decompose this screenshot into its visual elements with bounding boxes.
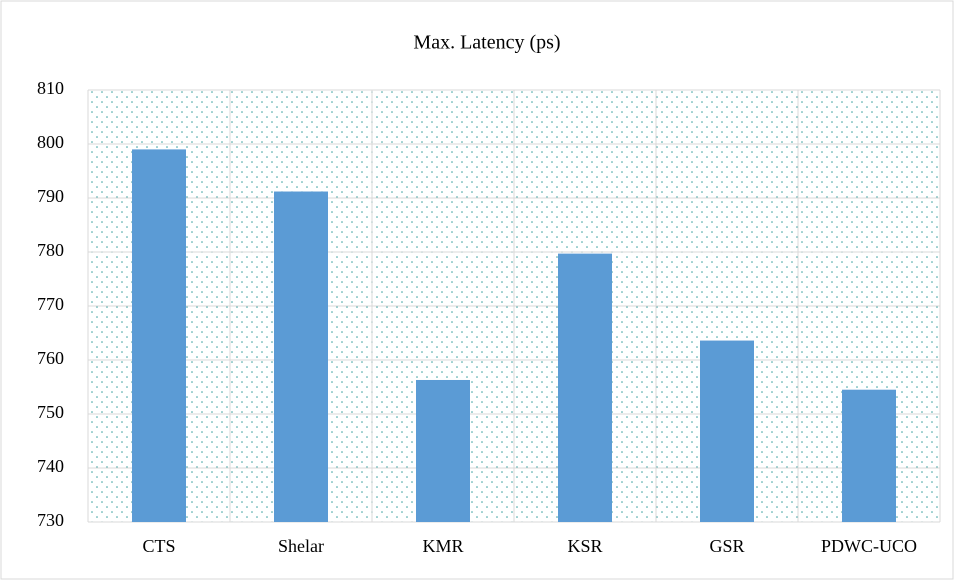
x-tick-label: GSR [709,536,744,556]
y-tick-label: 740 [37,456,64,476]
y-tick-label: 790 [37,186,64,206]
bar [558,253,612,522]
x-tick-label: Shelar [278,536,324,556]
bar [842,389,896,522]
y-tick-label: 800 [37,132,64,152]
x-tick-label: KMR [422,536,463,556]
y-tick-label: 780 [37,240,64,260]
y-tick-label: 810 [37,78,64,98]
x-tick-label: CTS [142,536,175,556]
bar [132,149,186,522]
bar [700,340,754,522]
x-tick-label: KSR [567,536,602,556]
chart-title: Max. Latency (ps) [413,32,560,54]
y-tick-label: 770 [37,294,64,314]
y-tick-label: 750 [37,402,64,422]
bar [416,379,470,522]
y-tick-label: 760 [37,348,64,368]
bar [274,191,328,522]
x-tick-label: PDWC-UCO [821,536,917,556]
y-tick-label: 730 [37,510,64,530]
